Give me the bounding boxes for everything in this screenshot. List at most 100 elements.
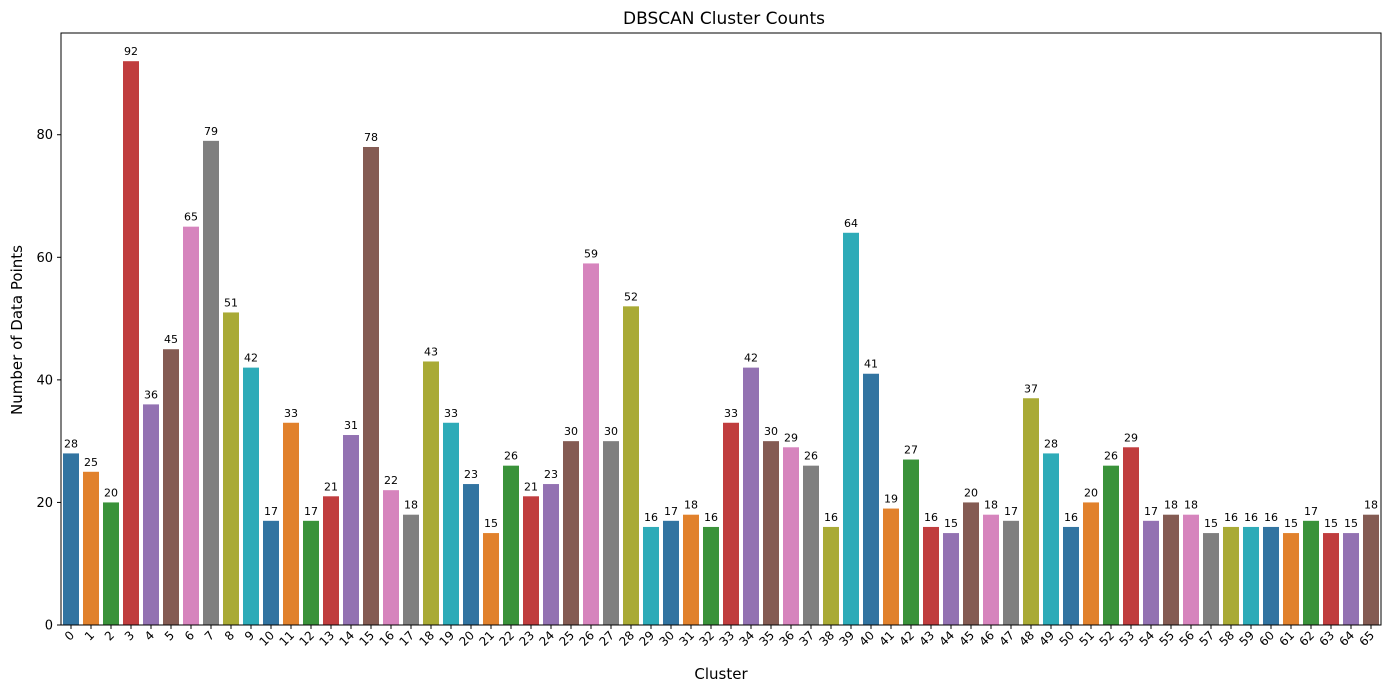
data-label-cluster-45: 20	[964, 486, 978, 499]
bar-cluster-29	[643, 526, 659, 625]
x-tick-label: 14	[336, 628, 357, 649]
bar-cluster-20	[463, 484, 479, 625]
bar-cluster-50	[1063, 526, 1079, 625]
x-tick-label: 19	[436, 628, 457, 649]
data-label-cluster-7: 79	[204, 125, 218, 138]
y-tick-label: 40	[36, 373, 53, 388]
data-label-cluster-22: 26	[504, 450, 518, 463]
x-tick-label: 50	[1056, 628, 1077, 649]
data-label-cluster-26: 59	[584, 247, 598, 260]
x-tick-label: 22	[496, 628, 517, 649]
bar-cluster-59	[1243, 526, 1259, 625]
plot-frame	[60, 32, 1382, 626]
bar-cluster-41	[883, 508, 899, 625]
x-tick-label: 20	[456, 628, 477, 649]
bar-cluster-28	[623, 306, 639, 625]
bar-cluster-10	[263, 520, 279, 625]
x-tick-label: 63	[1316, 628, 1337, 649]
data-label-cluster-35: 30	[764, 425, 778, 438]
bar-cluster-3	[123, 61, 139, 625]
data-label-cluster-4: 36	[144, 388, 158, 401]
x-tick-label: 59	[1236, 628, 1257, 649]
x-tick-label: 35	[756, 628, 777, 649]
x-tick-label: 52	[1096, 628, 1117, 649]
x-tick-label: 7	[202, 628, 217, 643]
data-label-cluster-52: 26	[1104, 450, 1118, 463]
data-label-cluster-2: 20	[104, 486, 118, 499]
data-label-cluster-29: 16	[644, 511, 658, 524]
x-tick-label: 37	[796, 628, 817, 649]
x-tick-label: 30	[656, 628, 677, 649]
x-tick-label: 47	[996, 628, 1017, 649]
data-label-cluster-43: 16	[924, 511, 938, 524]
bar-cluster-32	[703, 526, 719, 625]
x-tick-label: 5	[162, 628, 177, 643]
x-tick-label: 26	[576, 628, 597, 649]
bar-cluster-61	[1283, 533, 1299, 625]
x-tick-label: 16	[376, 628, 397, 649]
y-axis-ticks: 0 20 40 60 80	[36, 128, 61, 634]
bar-cluster-22	[503, 465, 519, 625]
data-label-cluster-16: 22	[384, 474, 398, 487]
x-tick-label: 21	[476, 628, 497, 649]
bar-cluster-42	[903, 459, 919, 625]
x-tick-label: 45	[956, 628, 977, 649]
bar-cluster-25	[563, 441, 579, 625]
bar-cluster-26	[583, 263, 599, 625]
bar-cluster-18	[423, 361, 439, 625]
bar-cluster-31	[683, 514, 699, 625]
bar-cluster-56	[1183, 514, 1199, 625]
bars-group	[63, 61, 1379, 626]
bar-cluster-65	[1363, 514, 1379, 625]
x-tick-label: 25	[556, 628, 577, 649]
data-labels-group: 28 25 20 92 36 45 65 79 51 42 17 33 17 21 31 78 22 18 43 33…	[64, 45, 1378, 530]
x-tick-label: 42	[896, 628, 917, 649]
data-label-cluster-15: 78	[364, 131, 378, 144]
bar-cluster-0	[63, 453, 79, 625]
x-tick-label: 9	[242, 628, 257, 643]
x-tick-label: 58	[1216, 628, 1237, 649]
bar-cluster-43	[923, 526, 939, 625]
y-tick-label: 20	[36, 496, 53, 511]
x-tick-label: 43	[916, 628, 937, 649]
x-tick-label: 34	[736, 628, 757, 649]
x-tick-label: 65	[1356, 628, 1377, 649]
bar-cluster-51	[1083, 502, 1099, 625]
bar-cluster-14	[343, 435, 359, 625]
bar-cluster-58	[1223, 526, 1239, 625]
x-tick-label: 8	[222, 628, 237, 643]
bar-cluster-21	[483, 533, 499, 625]
data-label-cluster-8: 51	[224, 296, 238, 309]
x-tick-label: 24	[536, 628, 557, 649]
bar-cluster-6	[183, 226, 199, 625]
x-tick-label: 51	[1076, 628, 1097, 649]
data-label-cluster-60: 16	[1264, 511, 1278, 524]
x-tick-label: 33	[716, 628, 737, 649]
y-axis-label: Number of Data Points	[8, 245, 26, 415]
bar-cluster-38	[823, 526, 839, 625]
x-axis-label: Cluster	[694, 665, 748, 683]
data-label-cluster-65: 18	[1364, 499, 1378, 512]
data-label-cluster-12: 17	[304, 505, 318, 518]
data-label-cluster-46: 18	[984, 499, 998, 512]
x-tick-label: 48	[1016, 628, 1037, 649]
bar-cluster-16	[383, 490, 399, 625]
bar-cluster-52	[1103, 465, 1119, 625]
bar-cluster-39	[843, 232, 859, 625]
data-label-cluster-53: 29	[1124, 431, 1138, 444]
x-tick-label: 1	[82, 628, 97, 643]
data-label-cluster-1: 25	[84, 456, 98, 469]
data-label-cluster-47: 17	[1004, 505, 1018, 518]
y-tick-label: 0	[45, 619, 53, 634]
x-tick-label: 32	[696, 628, 717, 649]
x-tick-label: 56	[1176, 628, 1197, 649]
chart-title: DBSCAN Cluster Counts	[623, 9, 825, 29]
bar-cluster-46	[983, 514, 999, 625]
x-tick-label: 11	[276, 628, 297, 649]
data-label-cluster-23: 21	[524, 480, 538, 493]
data-label-cluster-37: 26	[804, 450, 818, 463]
x-tick-label: 2	[102, 628, 117, 643]
data-label-cluster-55: 18	[1164, 499, 1178, 512]
x-tick-label: 27	[596, 628, 617, 649]
